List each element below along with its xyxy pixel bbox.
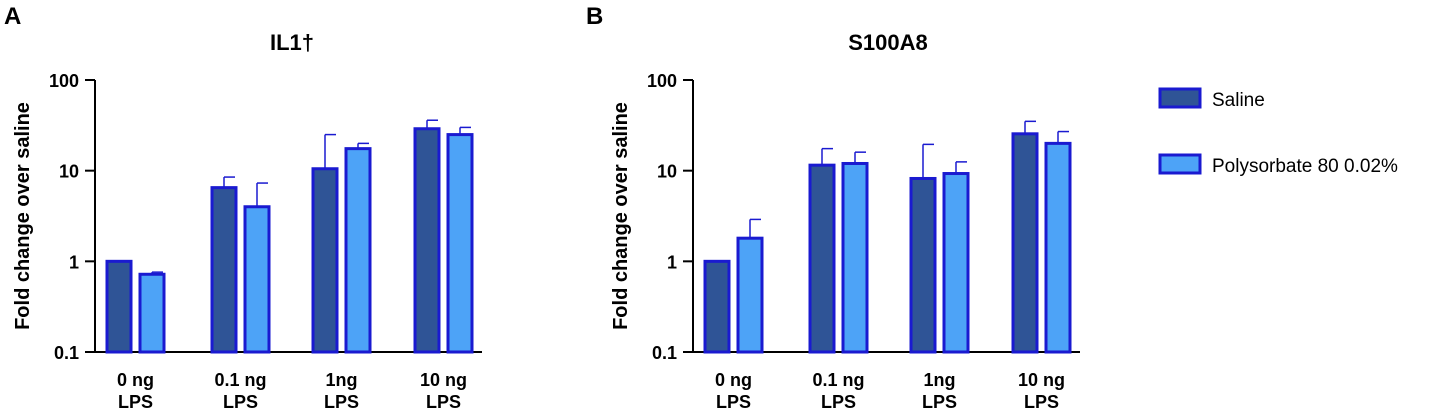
bar-saline: [105, 259, 133, 354]
panel-letter-a: A: [4, 3, 21, 30]
y-tick-label: 0.1: [652, 343, 677, 363]
legend-label-saline: Saline: [1212, 90, 1265, 111]
chart-il1: IL1† Fold change over saline 0.1 1 10 100 0 ng…: [12, 30, 482, 410]
x-tick-label: 1ng: [325, 370, 357, 390]
bar-polysorbate: [841, 161, 869, 354]
bar-saline: [413, 127, 441, 354]
chart-title: S100A8: [848, 30, 928, 55]
legend-label-polysorbate: Polysorbate 80 0.02%: [1212, 156, 1398, 177]
y-tick-label: 10: [59, 162, 79, 182]
legend-swatch-polysorbate: [1158, 153, 1202, 175]
y-tick-label: 1: [69, 252, 79, 272]
legend-swatch-saline: [1158, 87, 1202, 109]
bar-polysorbate: [1044, 141, 1072, 354]
bar-saline: [909, 176, 937, 354]
x-tick-label: 0.1 ng: [812, 370, 864, 390]
x-tick-label: LPS: [716, 392, 751, 410]
bar-saline: [808, 163, 836, 354]
bar-polysorbate: [344, 147, 372, 354]
x-tick-label: LPS: [223, 392, 258, 410]
x-tick-label: 1ng: [923, 370, 955, 390]
x-tick-label: LPS: [426, 392, 461, 410]
x-tick-label: 10 ng: [420, 370, 467, 390]
x-tick-label: LPS: [118, 392, 153, 410]
panel-letter-b: B: [586, 3, 603, 30]
legend: Saline Polysorbate 80 0.02%: [1158, 87, 1398, 177]
bar-saline: [1011, 132, 1039, 354]
y-tick-label: 0.1: [54, 343, 79, 363]
bar-saline: [210, 186, 238, 354]
y-axis-label: Fold change over saline: [610, 102, 632, 330]
y-tick-label: 1: [667, 252, 677, 272]
bar-polysorbate: [736, 236, 764, 354]
x-tick-label: LPS: [922, 392, 957, 410]
chart-title: IL1†: [270, 30, 314, 55]
bar-polysorbate: [942, 172, 970, 354]
x-tick-label: LPS: [821, 392, 856, 410]
x-tick-label: 10 ng: [1018, 370, 1065, 390]
bar-saline: [311, 167, 339, 354]
y-tick-label: 100: [647, 71, 677, 91]
chart-s100a8: S100A8 Fold change over saline 0.1 1 10 100 0 …: [610, 30, 1080, 410]
y-axis-label: Fold change over saline: [12, 102, 34, 330]
bar-polysorbate: [446, 133, 474, 354]
x-tick-label: LPS: [1024, 392, 1059, 410]
bar-polysorbate: [243, 205, 271, 354]
x-tick-label: 0.1 ng: [214, 370, 266, 390]
x-tick-label: 0 ng: [715, 370, 752, 390]
bar-saline: [703, 259, 731, 354]
x-tick-label: LPS: [324, 392, 359, 410]
bar-polysorbate: [138, 272, 166, 354]
y-tick-label: 10: [657, 162, 677, 182]
y-tick-label: 100: [49, 71, 79, 91]
x-tick-label: 0 ng: [117, 370, 154, 390]
